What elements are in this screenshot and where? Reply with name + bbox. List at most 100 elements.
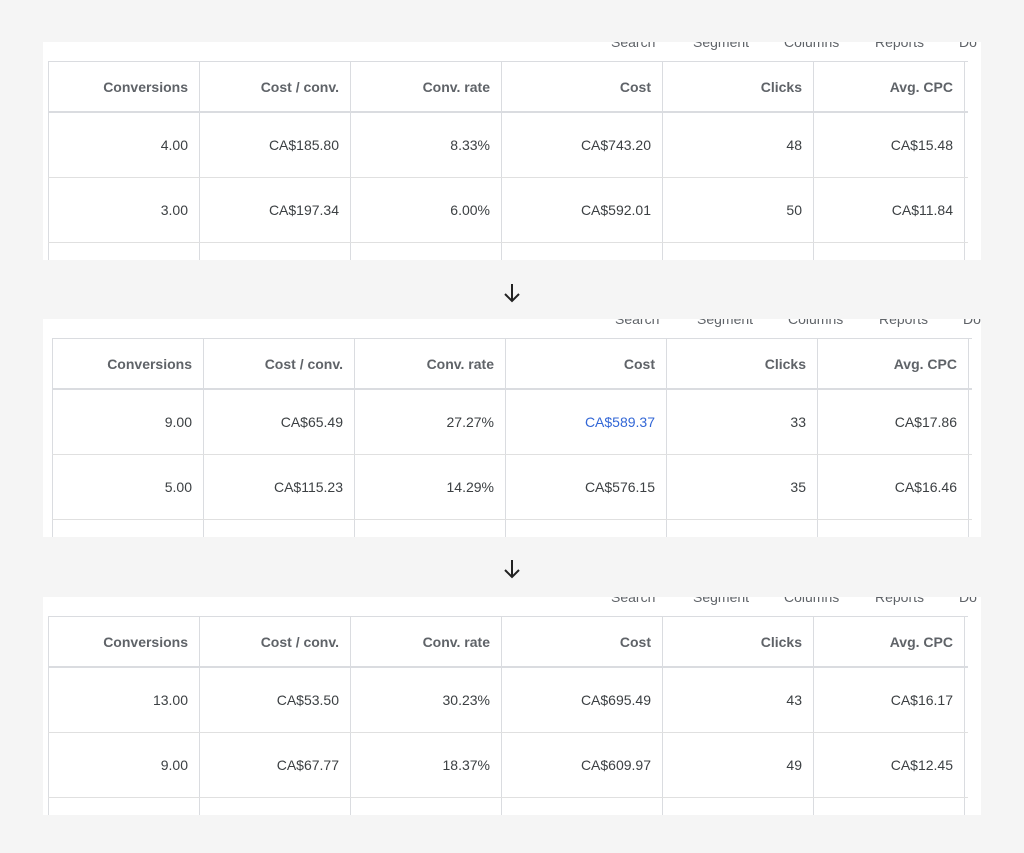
table-row[interactable]: 5.00 CA$115.23 14.29% CA$576.15 35 CA$16… [52, 455, 972, 520]
cell-partial [350, 798, 501, 815]
segment-button[interactable]: Segment [693, 42, 750, 50]
header-overflow-column [964, 617, 968, 666]
cell-cost-per-conv: CA$67.77 [199, 733, 350, 797]
header-cost[interactable]: Cost [505, 339, 666, 388]
table-row-partial [48, 798, 968, 815]
cell-avg-cpc: CA$15.48 [813, 113, 964, 177]
data-table: Conversions Cost / conv. Conv. rate Cost… [52, 338, 972, 537]
table-row[interactable]: 4.00 CA$185.80 8.33% CA$743.20 48 CA$15.… [48, 113, 968, 178]
cell-conversions: 3.00 [48, 178, 199, 242]
table-row[interactable]: 9.00 CA$65.49 27.27% CA$589.37 33 CA$17.… [52, 390, 972, 455]
cell-cost: CA$609.97 [501, 733, 662, 797]
data-table: Conversions Cost / conv. Conv. rate Cost… [48, 61, 968, 260]
cell-partial [350, 243, 501, 260]
cell-partial [501, 243, 662, 260]
cell-partial [662, 243, 813, 260]
cell-clicks: 49 [662, 733, 813, 797]
reports-button[interactable]: Reports [875, 42, 925, 50]
header-clicks[interactable]: Clicks [662, 62, 813, 111]
table-row-partial [48, 243, 968, 260]
cell-partial [964, 243, 968, 260]
search-button[interactable]: Search [611, 42, 656, 50]
table-row[interactable]: 9.00 CA$67.77 18.37% CA$609.97 49 CA$12.… [48, 733, 968, 798]
cell-cost: CA$592.01 [501, 178, 662, 242]
reports-button[interactable]: Reports [875, 597, 925, 605]
cell-partial [52, 520, 203, 537]
search-button[interactable]: Search [615, 319, 660, 327]
download-button[interactable]: Do [959, 597, 977, 605]
reports-button[interactable]: Reports [879, 319, 929, 327]
cell-conversions: 4.00 [48, 113, 199, 177]
cell-avg-cpc: CA$17.86 [817, 390, 968, 454]
table-snapshot-1: Search Segment Columns Reports Do Conver… [43, 42, 981, 260]
cell-conversions: 13.00 [48, 668, 199, 732]
columns-button[interactable]: Columns [784, 597, 840, 605]
segment-button[interactable]: Segment [693, 597, 750, 605]
cell-conv-rate: 14.29% [354, 455, 505, 519]
cell-overflow [964, 178, 968, 242]
cell-cost-link[interactable]: CA$589.37 [505, 390, 666, 454]
header-clicks[interactable]: Clicks [662, 617, 813, 666]
cell-conv-rate: 30.23% [350, 668, 501, 732]
header-conversions[interactable]: Conversions [48, 617, 199, 666]
header-cost-per-conv[interactable]: Cost / conv. [203, 339, 354, 388]
cell-cost-per-conv: CA$53.50 [199, 668, 350, 732]
cell-overflow [964, 113, 968, 177]
cell-partial [354, 520, 505, 537]
cell-overflow [968, 390, 972, 454]
cell-cost: CA$743.20 [501, 113, 662, 177]
header-avg-cpc[interactable]: Avg. CPC [813, 617, 964, 666]
header-clicks[interactable]: Clicks [666, 339, 817, 388]
cell-avg-cpc: CA$12.45 [813, 733, 964, 797]
table-header-row: Conversions Cost / conv. Conv. rate Cost… [48, 62, 968, 113]
cell-partial [964, 798, 968, 815]
header-conversions[interactable]: Conversions [52, 339, 203, 388]
cell-conv-rate: 8.33% [350, 113, 501, 177]
arrow-down-icon [500, 557, 524, 581]
header-conv-rate[interactable]: Conv. rate [350, 62, 501, 111]
cell-avg-cpc: CA$16.46 [817, 455, 968, 519]
cell-partial [48, 798, 199, 815]
download-button[interactable]: Do [959, 42, 977, 50]
download-button[interactable]: Do [963, 319, 981, 327]
header-overflow-column [968, 339, 972, 388]
columns-button[interactable]: Columns [784, 42, 840, 50]
cell-cost: CA$576.15 [505, 455, 666, 519]
cell-overflow [964, 733, 968, 797]
cell-clicks: 35 [666, 455, 817, 519]
cell-conv-rate: 27.27% [354, 390, 505, 454]
header-conv-rate[interactable]: Conv. rate [354, 339, 505, 388]
segment-button[interactable]: Segment [697, 319, 754, 327]
cell-overflow [964, 668, 968, 732]
cell-cost-per-conv: CA$65.49 [203, 390, 354, 454]
header-conversions[interactable]: Conversions [48, 62, 199, 111]
cell-partial [501, 798, 662, 815]
table-snapshot-3: Search Segment Columns Reports Do Conver… [43, 597, 981, 815]
cell-clicks: 48 [662, 113, 813, 177]
cell-clicks: 50 [662, 178, 813, 242]
cell-cost: CA$695.49 [501, 668, 662, 732]
table-header-row: Conversions Cost / conv. Conv. rate Cost… [48, 617, 968, 668]
header-cost-per-conv[interactable]: Cost / conv. [199, 617, 350, 666]
table-row[interactable]: 13.00 CA$53.50 30.23% CA$695.49 43 CA$16… [48, 668, 968, 733]
cell-overflow [968, 455, 972, 519]
cell-partial [968, 520, 972, 537]
table-row[interactable]: 3.00 CA$197.34 6.00% CA$592.01 50 CA$11.… [48, 178, 968, 243]
cell-avg-cpc: CA$11.84 [813, 178, 964, 242]
cell-partial [813, 798, 964, 815]
header-conv-rate[interactable]: Conv. rate [350, 617, 501, 666]
header-cost-per-conv[interactable]: Cost / conv. [199, 62, 350, 111]
table-toolbar: Search Segment Columns Reports Do [43, 42, 981, 52]
header-avg-cpc[interactable]: Avg. CPC [813, 62, 964, 111]
columns-button[interactable]: Columns [788, 319, 844, 327]
cell-partial [203, 520, 354, 537]
header-cost[interactable]: Cost [501, 62, 662, 111]
cell-cost-per-conv: CA$197.34 [199, 178, 350, 242]
cell-partial [199, 243, 350, 260]
cell-conv-rate: 6.00% [350, 178, 501, 242]
cell-partial [813, 243, 964, 260]
search-button[interactable]: Search [611, 597, 656, 605]
cell-partial [199, 798, 350, 815]
header-avg-cpc[interactable]: Avg. CPC [817, 339, 968, 388]
header-cost[interactable]: Cost [501, 617, 662, 666]
